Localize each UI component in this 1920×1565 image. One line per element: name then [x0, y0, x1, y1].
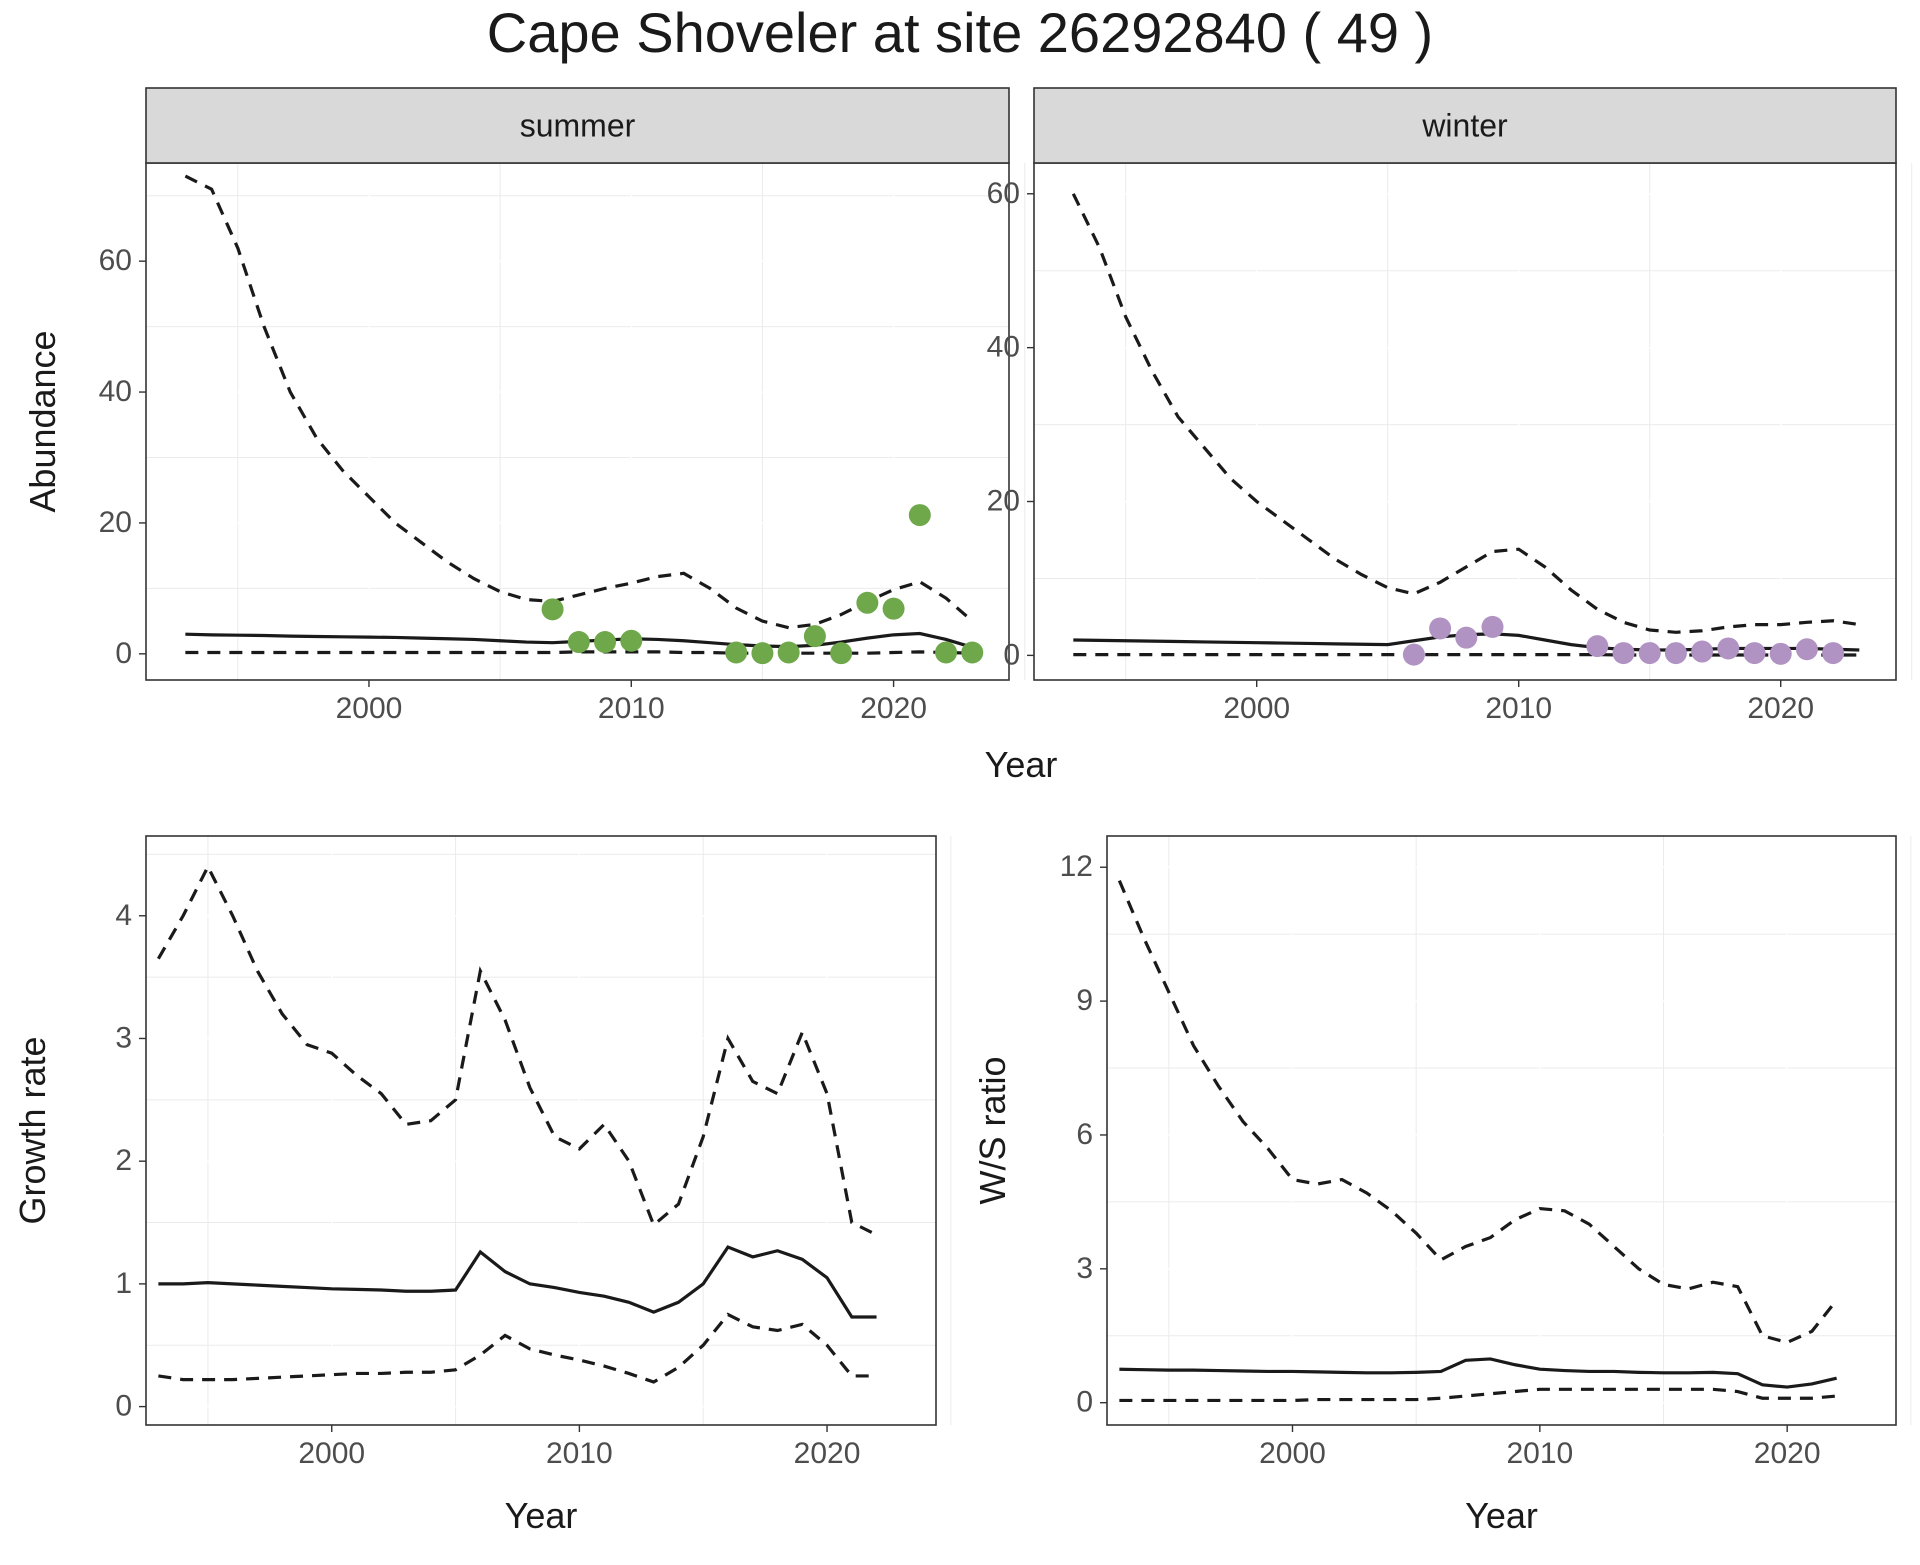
svg-text:Abundance: Abundance — [22, 330, 63, 512]
svg-text:2010: 2010 — [1485, 692, 1552, 725]
svg-text:2010: 2010 — [598, 692, 665, 725]
svg-text:40: 40 — [987, 331, 1020, 364]
svg-text:2020: 2020 — [1754, 1437, 1821, 1470]
svg-text:20: 20 — [99, 506, 132, 539]
svg-text:2010: 2010 — [546, 1437, 613, 1470]
svg-text:3: 3 — [115, 1021, 132, 1054]
svg-text:2020: 2020 — [794, 1437, 861, 1470]
svg-text:60: 60 — [99, 244, 132, 277]
svg-text:2000: 2000 — [336, 692, 403, 725]
svg-text:0: 0 — [115, 1390, 132, 1423]
svg-text:12: 12 — [1060, 850, 1093, 883]
svg-text:0: 0 — [115, 637, 132, 670]
svg-text:Year: Year — [1465, 1495, 1538, 1536]
svg-text:W/S ratio: W/S ratio — [972, 1056, 1013, 1204]
svg-text:2020: 2020 — [860, 692, 927, 725]
svg-text:2: 2 — [115, 1144, 132, 1177]
svg-text:2010: 2010 — [1506, 1437, 1573, 1470]
svg-text:3: 3 — [1076, 1252, 1093, 1285]
svg-text:2000: 2000 — [1223, 692, 1290, 725]
svg-text:1: 1 — [115, 1267, 132, 1300]
svg-text:6: 6 — [1076, 1118, 1093, 1151]
svg-text:20: 20 — [987, 485, 1020, 518]
svg-text:2020: 2020 — [1747, 692, 1814, 725]
svg-text:winter: winter — [1421, 108, 1508, 144]
svg-text:60: 60 — [987, 177, 1020, 210]
svg-text:0: 0 — [1003, 638, 1020, 671]
svg-text:Year: Year — [505, 1495, 578, 1536]
svg-text:9: 9 — [1076, 984, 1093, 1017]
svg-text:40: 40 — [99, 375, 132, 408]
svg-text:2000: 2000 — [1259, 1437, 1326, 1470]
svg-text:4: 4 — [115, 899, 132, 932]
svg-text:Year: Year — [985, 744, 1058, 785]
svg-text:2000: 2000 — [298, 1437, 365, 1470]
svg-text:0: 0 — [1076, 1386, 1093, 1419]
svg-text:Growth rate: Growth rate — [12, 1036, 53, 1224]
svg-text:summer: summer — [520, 108, 636, 144]
